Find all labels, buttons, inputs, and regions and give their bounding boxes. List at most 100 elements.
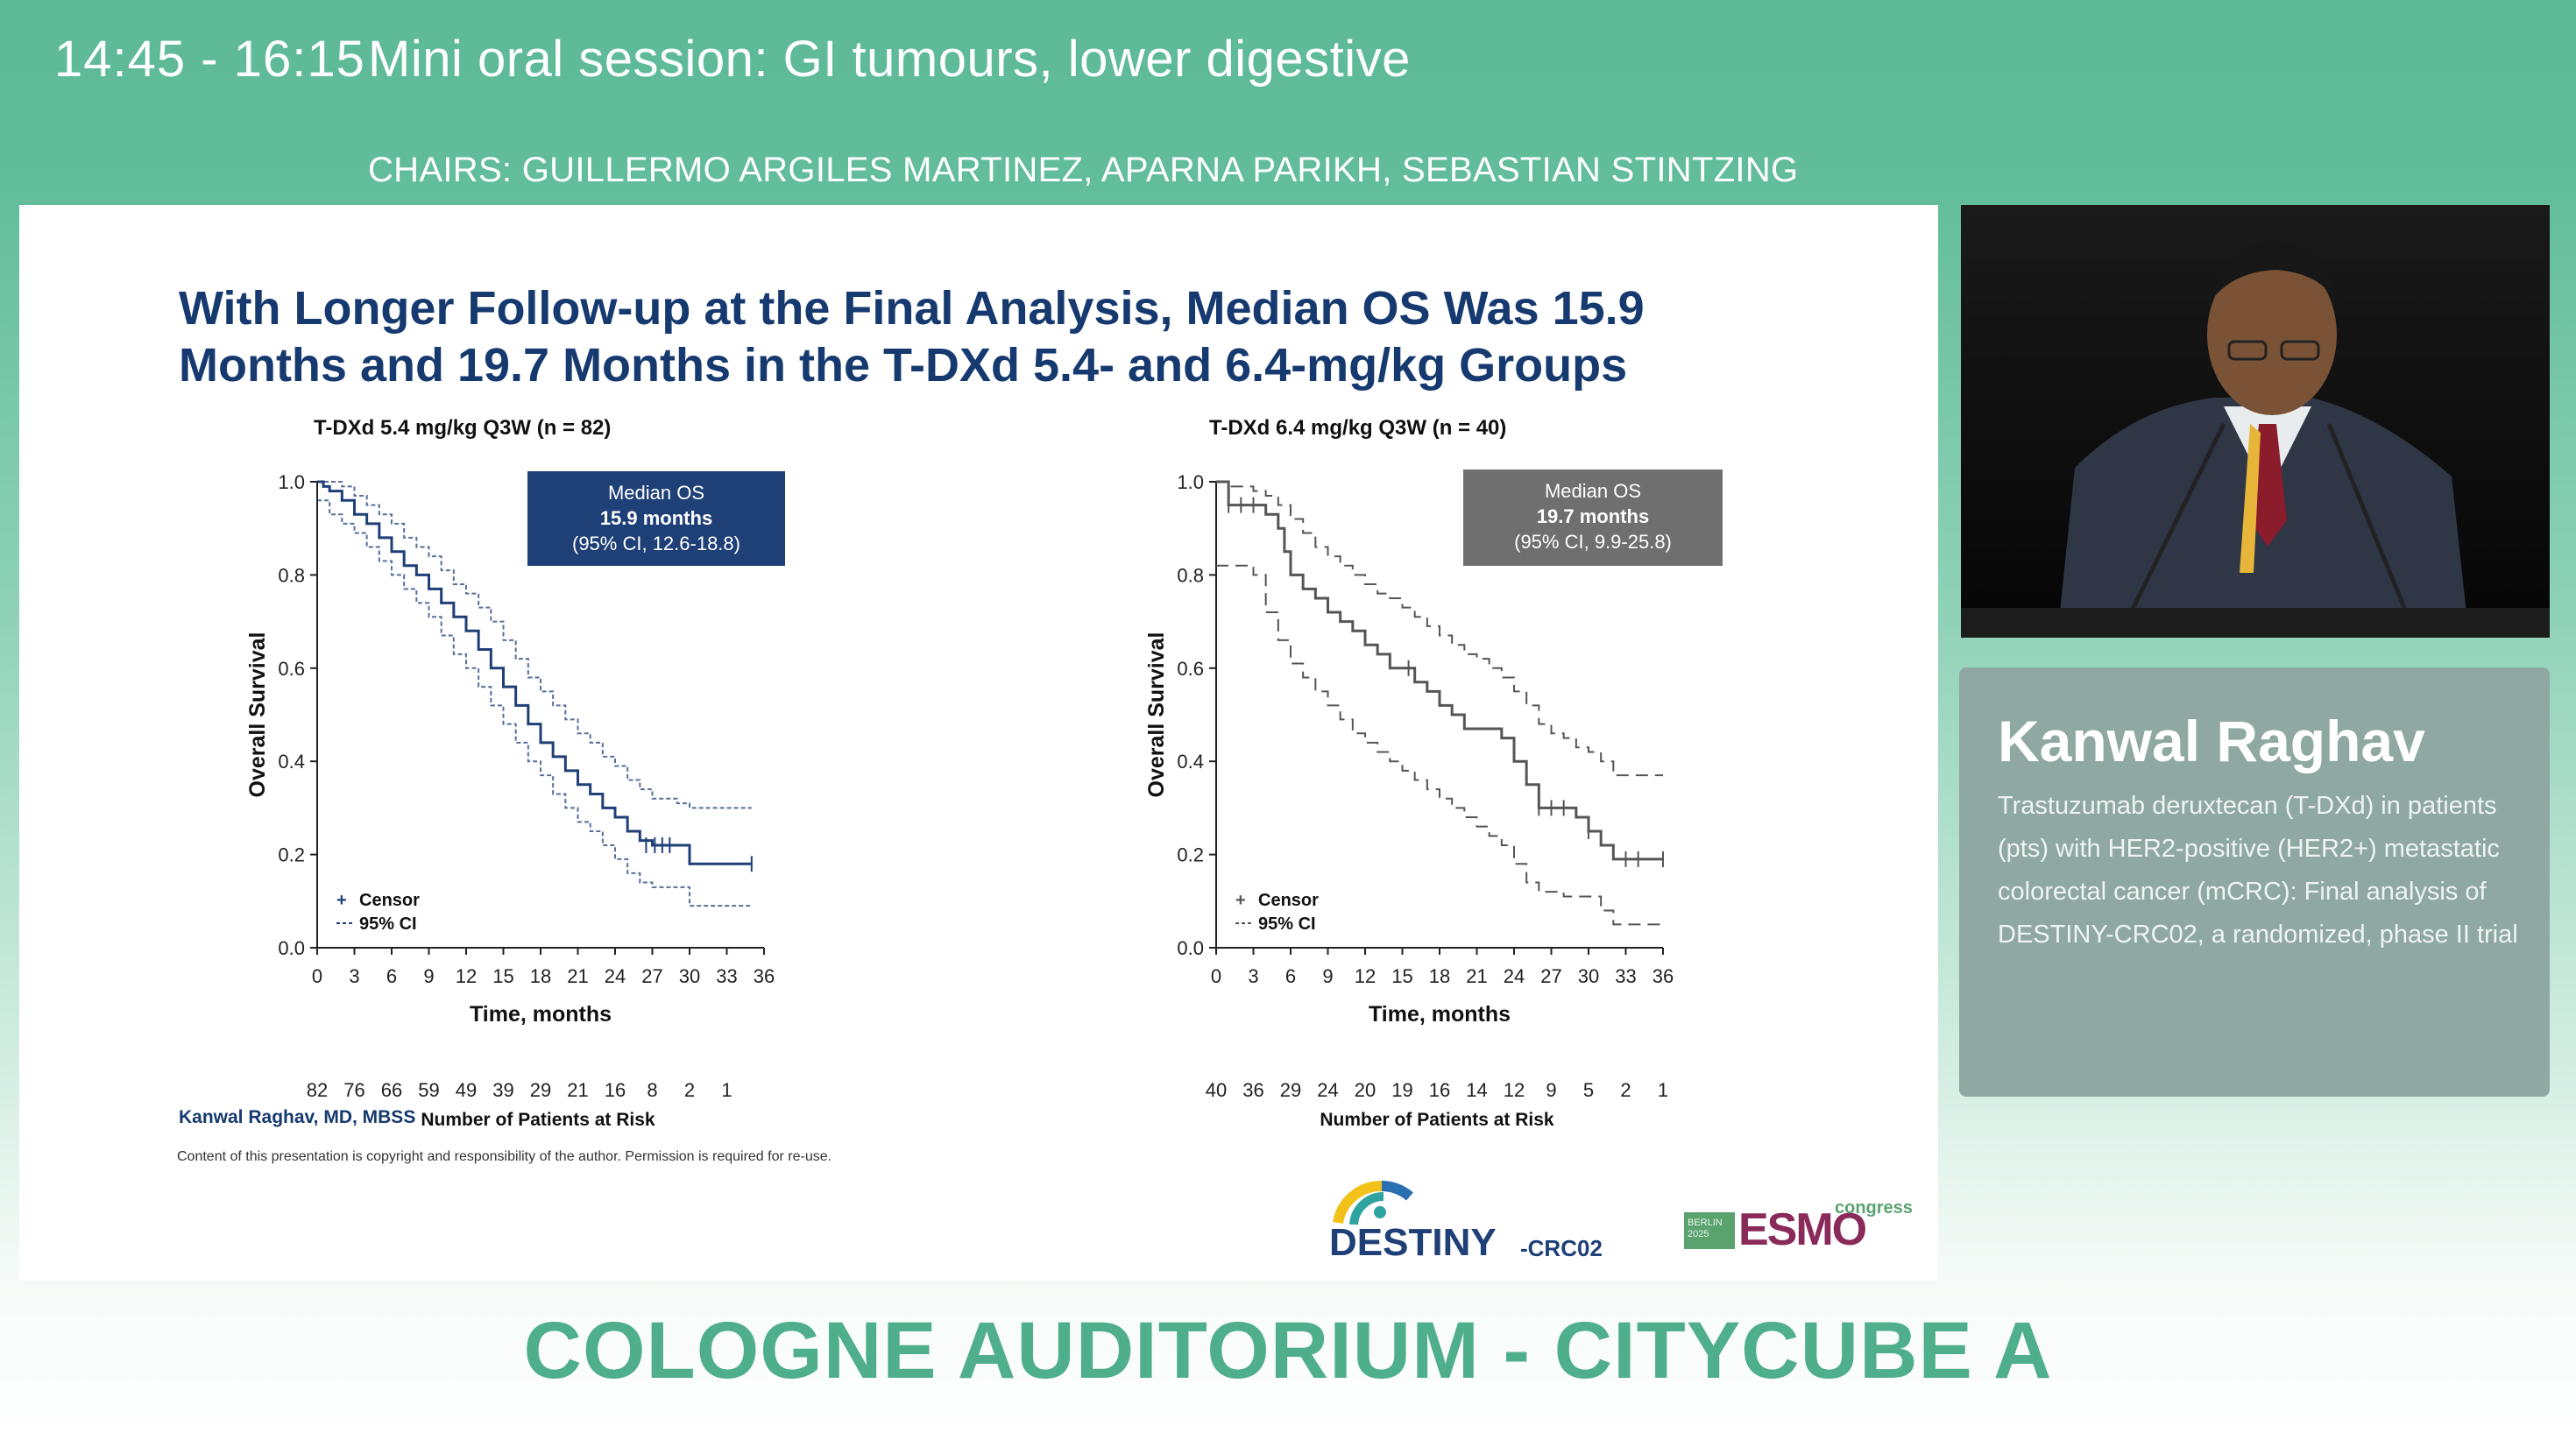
at-risk-count: 16 [605,1079,626,1101]
x-tick-label: 15 [492,965,513,987]
survival-curve [317,480,752,865]
legend-censor-label: Censor [359,891,420,910]
esmo-congress-logo: BERLIN 2025 ESMO congress [1684,1198,1921,1274]
at-risk-count: 59 [418,1079,439,1101]
y-tick-label: 0.8 [1177,564,1204,586]
median-os-ci: (95% CI, 9.9-25.8) [1514,531,1672,553]
x-tick-label: 9 [1322,965,1333,987]
esmo-wordmark: ESMO [1738,1204,1867,1255]
x-tick-label: 21 [1466,965,1487,987]
y-tick-label: 0.4 [278,751,305,773]
legend-ci-label: 95% CI [359,914,417,934]
session-chairs: CHAIRS: GUILLERMO ARGILES MARTINEZ, APAR… [368,151,1799,189]
legend-ci-label: 95% CI [1258,914,1316,934]
chart-title: T-DXd 6.4 mg/kg Q3W (n = 40) [1209,416,1506,440]
at-risk-label: Number of Patients at Risk [421,1110,655,1130]
at-risk-count: 12 [1504,1079,1525,1101]
at-risk-count: 1 [1658,1079,1668,1101]
destiny-logo-subtext: -CRC02 [1520,1235,1603,1261]
at-risk-count: 9 [1546,1079,1556,1101]
destiny-logo-text: DESTINY [1329,1221,1497,1264]
x-tick-label: 21 [567,965,588,987]
y-tick-label: 0.8 [278,564,305,586]
y-tick-label: 0.6 [278,658,305,680]
slide-author: Kanwal Raghav, MD, MBSS [179,1107,416,1127]
x-axis-label: Time, months [470,1002,612,1027]
x-tick-label: 0 [312,965,322,987]
at-risk-count: 21 [567,1079,588,1101]
destiny-crc02-logo: DESTINY -CRC02 [1329,1177,1618,1265]
presentation-slide: With Longer Follow-up at the Final Analy… [19,205,1938,1281]
x-tick-label: 3 [349,965,359,987]
at-risk-count: 2 [1620,1079,1631,1101]
at-risk-count: 29 [1280,1079,1301,1101]
median-os-label: Median OS [1545,480,1641,502]
km-charts: T-DXd 5.4 mg/kg Q3W (n = 82) 0.0 0.2 0.4 0.6… [245,416,1723,1130]
at-risk-count: 1 [721,1079,732,1101]
median-os-ci: (95% CI, 12.6-18.8) [572,533,740,554]
y-tick-label: 1.0 [1177,471,1204,493]
x-tick-label: 9 [423,965,434,987]
at-risk-count: 20 [1355,1079,1376,1101]
at-risk-count: 19 [1391,1079,1412,1101]
x-tick-label: 33 [716,965,737,987]
x-tick-label: 30 [1578,965,1599,987]
x-tick-label: 27 [641,965,662,987]
speaker-video [1961,205,2550,638]
y-tick-label: 0.0 [278,937,305,959]
x-tick-label: 3 [1248,965,1258,987]
x-tick-label: 18 [530,965,551,987]
x-tick-label: 12 [1355,965,1376,987]
at-risk-count: 39 [492,1079,513,1101]
at-risk-count: 14 [1466,1079,1487,1101]
x-tick-label: 6 [386,965,397,987]
y-tick-label: 0.2 [278,844,305,866]
x-tick-label: 15 [1391,965,1412,987]
median-os-box [527,471,785,566]
y-tick-label: 0.6 [1177,658,1204,680]
at-risk-count: 16 [1429,1079,1450,1101]
x-tick-label: 24 [1504,965,1525,987]
at-risk-count: 82 [307,1079,328,1101]
y-tick-label: 0.0 [1177,937,1204,959]
confidence-interval-curve [317,481,752,809]
x-tick-label: 36 [754,965,775,987]
session-time: 14:45 - 16:15 [54,31,365,88]
x-tick-label: 6 [1285,965,1296,987]
slide-title-line1: With Longer Follow-up at the Final Analy… [179,282,1645,335]
at-risk-count: 29 [530,1079,551,1101]
x-tick-label: 30 [679,965,700,987]
x-tick-label: 33 [1615,965,1636,987]
speaker-name: Kanwal Raghav [1998,709,2425,773]
at-risk-count: 40 [1206,1079,1227,1101]
x-tick-label: 18 [1429,965,1450,987]
esmo-congress-label: congress [1835,1198,1913,1218]
x-tick-label: 12 [456,965,477,987]
x-tick-label: 24 [605,965,626,987]
legend-censor-symbol: + [336,891,347,910]
y-tick-label: 0.2 [1177,844,1204,866]
presentation-description: Trastuzumab deruxtecan (T-DXd) in patien… [1998,792,2518,949]
median-os-label: Median OS [608,482,704,504]
speaker-card: Kanwal Raghav Trastuzumab deruxtecan (T-… [1959,667,2550,1097]
x-tick-label: 0 [1211,965,1221,987]
y-tick-label: 0.4 [1177,751,1204,773]
legend-censor-label: Censor [1258,891,1319,910]
x-tick-label: 27 [1540,965,1561,987]
at-risk-count: 49 [456,1079,477,1101]
at-risk-count: 2 [684,1079,695,1101]
esmo-city-badge: BERLIN 2025 [1684,1212,1735,1249]
confidence-interval-curve [317,499,752,907]
x-axis-label: Time, months [1369,1002,1511,1027]
session-title: Mini oral session: GI tumours, lower dig… [368,31,1411,88]
speaker-silhouette [1961,205,2550,638]
at-risk-label: Number of Patients at Risk [1320,1110,1554,1130]
slide-title-line2: Months and 19.7 Months in the T-DXd 5.4-… [179,339,1628,392]
at-risk-count: 8 [647,1079,657,1101]
at-risk-count: 66 [381,1079,402,1101]
destiny-logo-mark [1333,1180,1413,1225]
median-os-value: 15.9 months [600,507,712,529]
chart-title: T-DXd 5.4 mg/kg Q3W (n = 82) [314,416,611,440]
confidence-interval-curve [1216,564,1663,926]
at-risk-count: 36 [1242,1079,1263,1101]
